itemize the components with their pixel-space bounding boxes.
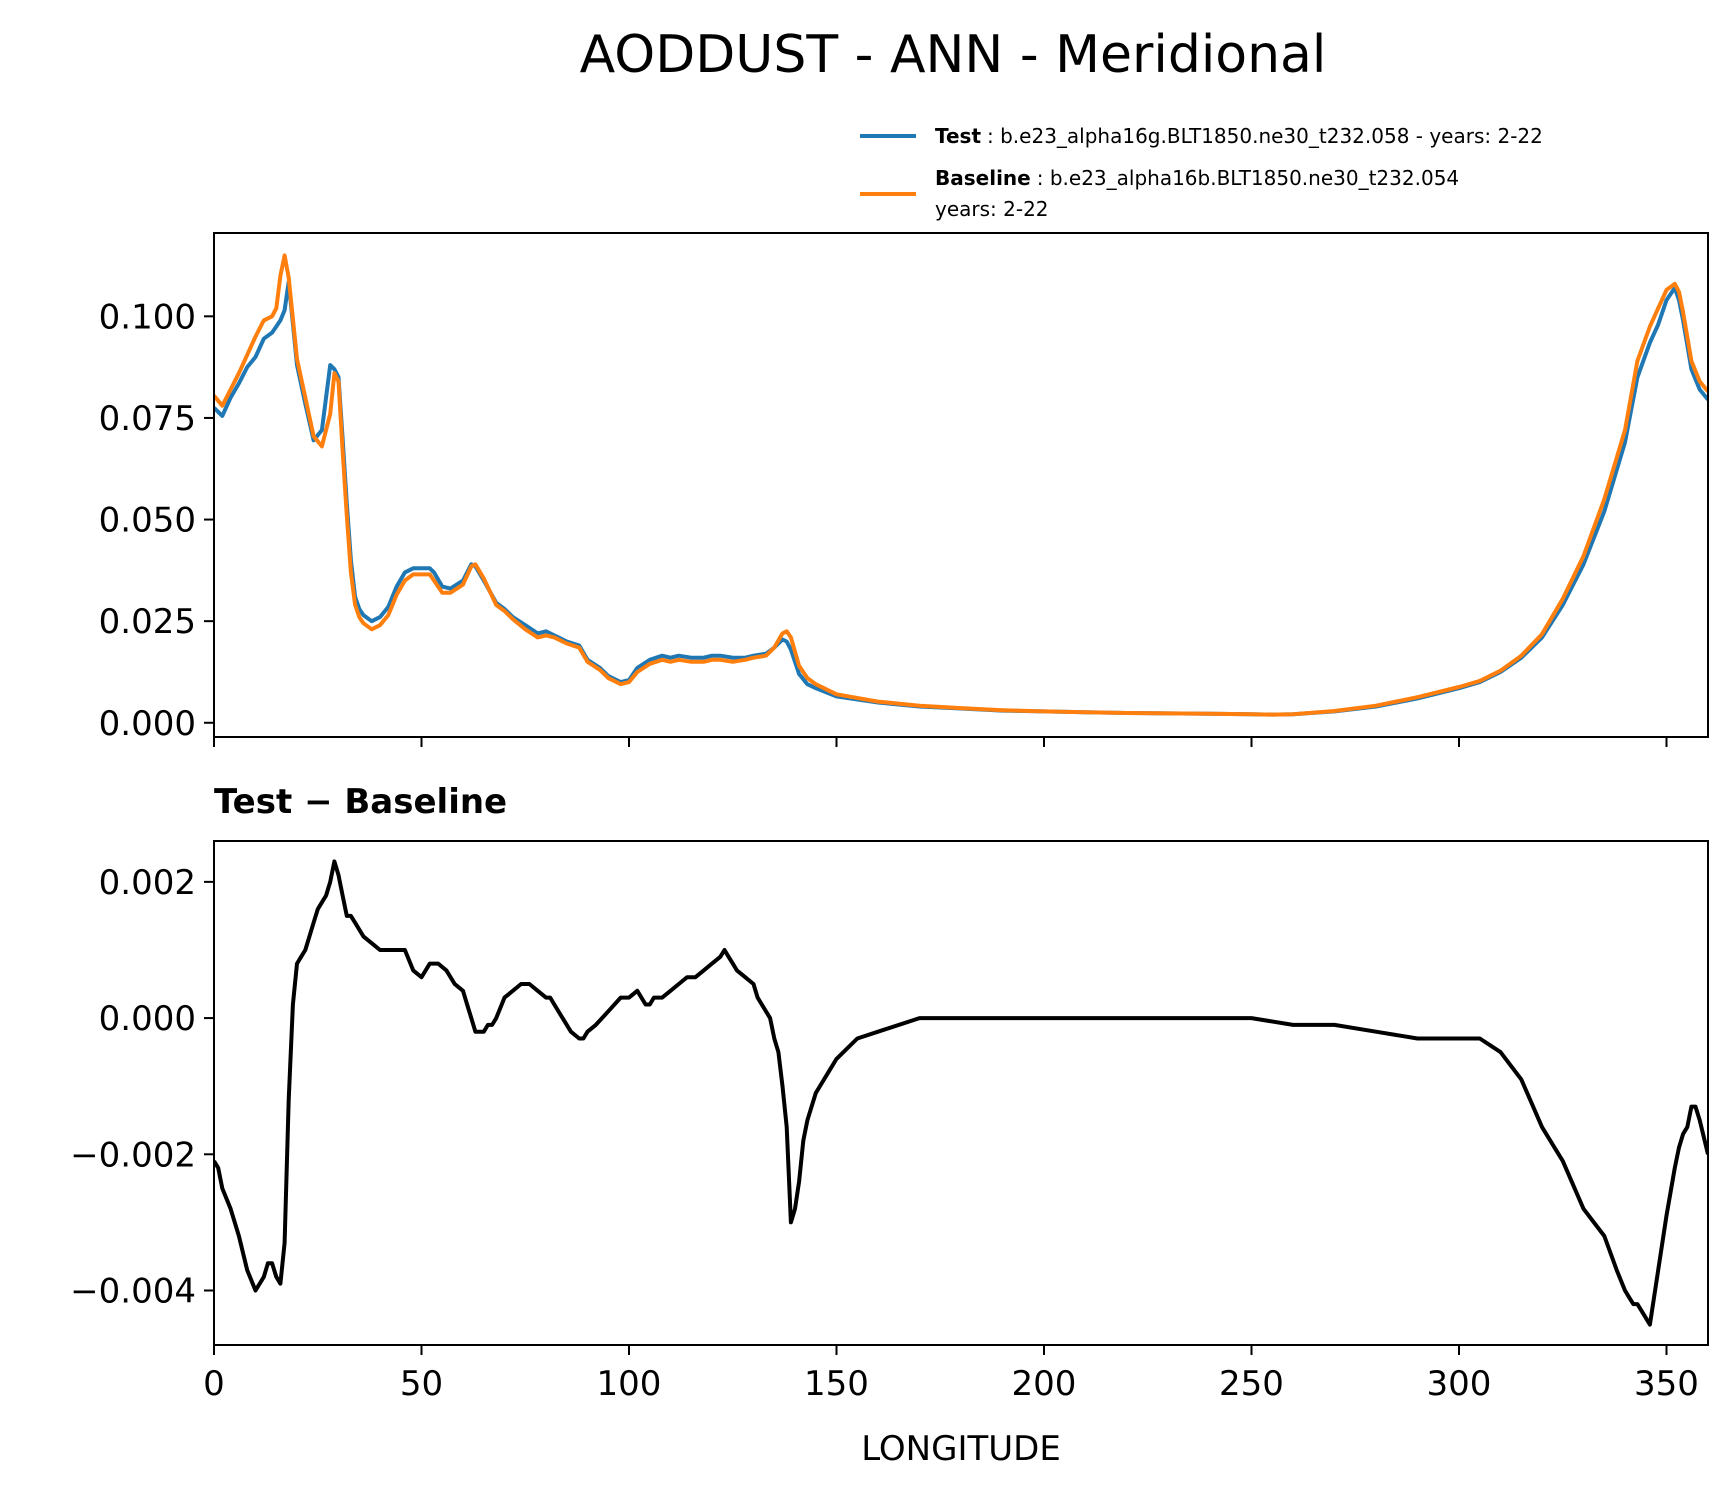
y-tick-label: 0.002 [99, 863, 196, 903]
y-tick-label: 0.025 [99, 602, 196, 642]
legend-test-bold: Test [935, 124, 981, 148]
series-line-difference [214, 859, 1708, 1327]
y-tick-label: 0.000 [99, 704, 196, 744]
y-tick-label: −0.002 [70, 1135, 196, 1175]
x-tick-label: 200 [1012, 1364, 1077, 1404]
legend-label-test: Test: b.e23_alpha16g.BLT1850.ne30_t232.0… [935, 124, 1543, 148]
legend-baseline-years: years: 2-22 [935, 197, 1049, 221]
y-tick-label: 0.050 [99, 501, 196, 541]
top-panel: 0.000 0.025 0.050 0.075 0.100 [99, 232, 1709, 747]
legend-label-baseline: Baseline: b.e23_alpha16b.BLT1850.ne30_t2… [935, 166, 1459, 190]
y-tick-label: 0.075 [99, 399, 196, 439]
y-tick-label: 0.000 [99, 999, 196, 1039]
series-line-baseline [214, 253, 1708, 717]
bottom-panel-title: Test − Baseline [214, 782, 507, 822]
x-tick-label: 300 [1427, 1364, 1492, 1404]
x-tick-label: 150 [804, 1364, 869, 1404]
series-line-test [214, 279, 1708, 717]
x-tick-label: 0 [203, 1364, 225, 1404]
y-tick-label: −0.004 [70, 1272, 196, 1312]
chart-title: AODDUST - ANN - Meridional [580, 25, 1327, 85]
legend-baseline-bold: Baseline [935, 166, 1031, 190]
x-tick-label: 350 [1634, 1364, 1699, 1404]
plot-frame [213, 840, 1709, 1346]
plot-frame [213, 232, 1709, 738]
legend: Test: b.e23_alpha16g.BLT1850.ne30_t232.0… [860, 124, 1543, 221]
x-tick-label: 50 [400, 1364, 443, 1404]
x-axis-label: LONGITUDE [861, 1429, 1061, 1469]
bottom-panel: −0.004 −0.002 0.000 0.002 0 50 100 150 200 250 300… [70, 840, 1709, 1404]
x-tick-label: 250 [1219, 1364, 1284, 1404]
legend-baseline-text: : b.e23_alpha16b.BLT1850.ne30_t232.054 [1037, 166, 1459, 190]
x-tick-label: 100 [597, 1364, 662, 1404]
y-tick-label: 0.100 [99, 297, 196, 337]
legend-test-text: : b.e23_alpha16g.BLT1850.ne30_t232.058 -… [987, 124, 1543, 148]
